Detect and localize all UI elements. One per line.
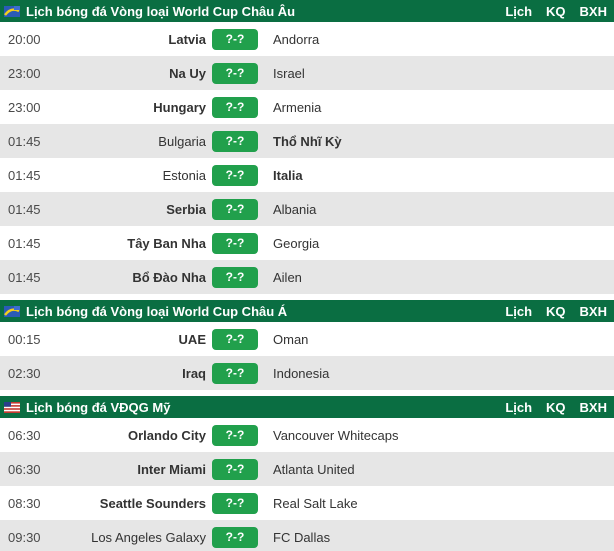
- away-team: Ailen: [273, 269, 302, 285]
- standings-link[interactable]: BXH: [579, 399, 607, 415]
- match-row[interactable]: 23:00 Hungary ?-? Armenia: [0, 90, 614, 124]
- results-link[interactable]: KQ: [546, 3, 566, 19]
- asia-flag-icon: [4, 305, 20, 317]
- header-links: Lịch KQ BXH: [491, 304, 607, 319]
- match-time: 06:30: [8, 427, 41, 443]
- home-team: Bulgaria: [158, 133, 206, 149]
- score-button[interactable]: ?-?: [212, 362, 258, 384]
- match-row[interactable]: 01:45 Estonia ?-? Italia: [0, 158, 614, 192]
- score-button[interactable]: ?-?: [212, 266, 258, 288]
- away-team: Armenia: [273, 99, 322, 115]
- away-team: Albania: [273, 201, 317, 217]
- section-title: Lịch bóng đá Vòng loại World Cup Châu Á: [26, 303, 288, 319]
- away-team: Georgia: [273, 235, 320, 251]
- section-header: Lịch bóng đá Vòng loại World Cup Châu Á …: [0, 300, 614, 322]
- home-team: UAE: [178, 331, 206, 347]
- match-row[interactable]: 01:45 Bulgaria ?-? Thổ Nhĩ Kỳ: [0, 124, 614, 158]
- score-button[interactable]: ?-?: [212, 198, 258, 220]
- match-row[interactable]: 08:30 Seattle Sounders ?-? Real Salt Lak…: [0, 486, 614, 520]
- match-row[interactable]: 23:00 Na Uy ?-? Israel: [0, 56, 614, 90]
- match-time: 02:30: [8, 365, 41, 381]
- match-time: 09:30: [8, 529, 41, 545]
- match-time: 01:45: [8, 269, 41, 285]
- europe-flag-icon: [4, 5, 20, 17]
- section-asia: Lịch bóng đá Vòng loại World Cup Châu Á …: [0, 300, 614, 390]
- match-row[interactable]: 20:00 Latvia ?-? Andorra: [0, 22, 614, 56]
- standings-link[interactable]: BXH: [579, 3, 607, 19]
- section-usa: Lịch bóng đá VĐQG Mỹ Lịch KQ BXH 06:30 O…: [0, 396, 614, 551]
- section-title: Lịch bóng đá Vòng loại World Cup Châu Âu: [26, 3, 296, 19]
- away-team: Vancouver Whitecaps: [273, 427, 399, 443]
- away-team: FC Dallas: [273, 529, 331, 545]
- away-team: Italia: [273, 167, 303, 183]
- home-team: Estonia: [162, 167, 206, 183]
- results-link[interactable]: KQ: [546, 303, 566, 319]
- home-team: Hungary: [153, 99, 206, 115]
- home-team: Serbia: [166, 201, 206, 217]
- home-team: Latvia: [168, 31, 206, 47]
- home-team: Iraq: [182, 365, 206, 381]
- score-button[interactable]: ?-?: [212, 328, 258, 350]
- score-button[interactable]: ?-?: [212, 164, 258, 186]
- away-team: Atlanta United: [273, 461, 355, 477]
- header-links: Lịch KQ BXH: [491, 400, 607, 415]
- match-row[interactable]: 01:45 Serbia ?-? Albania: [0, 192, 614, 226]
- away-team: Thổ Nhĩ Kỳ: [273, 133, 342, 149]
- match-row[interactable]: 02:30 Iraq ?-? Indonesia: [0, 356, 614, 390]
- section-europe: Lịch bóng đá Vòng loại World Cup Châu Âu…: [0, 0, 614, 294]
- score-button[interactable]: ?-?: [212, 232, 258, 254]
- usa-flag-icon: [4, 401, 20, 413]
- home-team: Seattle Sounders: [99, 495, 206, 511]
- score-button[interactable]: ?-?: [212, 28, 258, 50]
- match-row[interactable]: 09:30 Los Angeles Galaxy ?-? FC Dallas: [0, 520, 614, 551]
- standings-link[interactable]: BXH: [579, 303, 607, 319]
- score-button[interactable]: ?-?: [212, 62, 258, 84]
- match-row[interactable]: 00:15 UAE ?-? Oman: [0, 322, 614, 356]
- results-link[interactable]: KQ: [546, 399, 566, 415]
- score-button[interactable]: ?-?: [212, 130, 258, 152]
- match-row[interactable]: 01:45 Tây Ban Nha ?-? Georgia: [0, 226, 614, 260]
- section-title: Lịch bóng đá VĐQG Mỹ: [26, 399, 171, 415]
- match-time: 23:00: [8, 99, 41, 115]
- match-time: 01:45: [8, 201, 41, 217]
- match-time: 01:45: [8, 133, 41, 149]
- score-button[interactable]: ?-?: [212, 526, 258, 548]
- section-header: Lịch bóng đá Vòng loại World Cup Châu Âu…: [0, 0, 614, 22]
- match-time: 23:00: [8, 65, 41, 81]
- score-button[interactable]: ?-?: [212, 492, 258, 514]
- score-button[interactable]: ?-?: [212, 96, 258, 118]
- match-time: 01:45: [8, 167, 41, 183]
- match-row[interactable]: 06:30 Inter Miami ?-? Atlanta United: [0, 452, 614, 486]
- match-time: 06:30: [8, 461, 41, 477]
- home-team: Na Uy: [169, 65, 206, 81]
- away-team: Indonesia: [273, 365, 330, 381]
- match-time: 00:15: [8, 331, 41, 347]
- home-team: Orlando City: [127, 427, 206, 443]
- match-row[interactable]: 06:30 Orlando City ?-? Vancouver Whiteca…: [0, 418, 614, 452]
- score-button[interactable]: ?-?: [212, 424, 258, 446]
- away-team: Andorra: [273, 31, 320, 47]
- match-time: 20:00: [8, 31, 41, 47]
- section-header: Lịch bóng đá VĐQG Mỹ Lịch KQ BXH: [0, 396, 614, 418]
- match-time: 08:30: [8, 495, 41, 511]
- home-team: Tây Ban Nha: [127, 235, 206, 251]
- schedule-link[interactable]: Lịch: [505, 3, 533, 19]
- match-row[interactable]: 01:45 Bổ Đào Nha ?-? Ailen: [0, 260, 614, 294]
- schedule-link[interactable]: Lịch: [505, 399, 533, 415]
- score-button[interactable]: ?-?: [212, 458, 258, 480]
- home-team: Los Angeles Galaxy: [91, 529, 206, 545]
- away-team: Israel: [273, 65, 305, 81]
- away-team: Oman: [273, 331, 309, 347]
- home-team: Bổ Đào Nha: [132, 269, 206, 285]
- match-time: 01:45: [8, 235, 41, 251]
- home-team: Inter Miami: [137, 461, 206, 477]
- away-team: Real Salt Lake: [273, 495, 358, 511]
- header-links: Lịch KQ BXH: [491, 4, 607, 19]
- schedule-link[interactable]: Lịch: [505, 303, 533, 319]
